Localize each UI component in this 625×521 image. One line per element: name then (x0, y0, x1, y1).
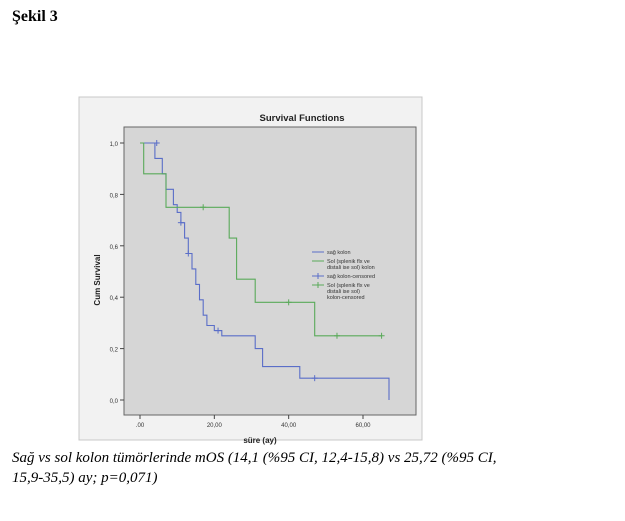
y-axis-label: Cum Survival (93, 254, 102, 305)
survival-chart: Survival Functions Cum Survival süre (ay… (78, 96, 423, 445)
chart-legend: sağ kolon Sol (splenik flx ve distali ise … (312, 250, 375, 301)
x-tick-label: 20,00 (207, 423, 223, 429)
x-tick-label: 60,00 (355, 423, 371, 429)
y-tick-label: 1,0 (110, 142, 119, 148)
y-tick-label: 0,6 (110, 245, 119, 251)
y-tick-label: 0,0 (110, 399, 119, 405)
x-tick-label: .00 (136, 423, 145, 429)
x-tick-label: 40,00 (281, 423, 297, 429)
survival-line-0 (140, 142, 390, 400)
plot-area (123, 126, 417, 416)
y-tick-label: 0,2 (110, 348, 119, 354)
figure-caption: Sağ vs sol kolon tümörlerinde mOS (14,1 … (12, 448, 612, 488)
legend-label: sağ kolon (327, 250, 351, 256)
legend-label: Sol (splenik flx ve distali ise sol) kolon… (327, 283, 370, 301)
x-axis-label: süre (ay) (243, 436, 277, 445)
caption-line-1: Sağ vs sol kolon tümörlerinde mOS (14,1 … (12, 450, 497, 466)
chart-title: Survival Functions (260, 113, 345, 124)
y-tick-label: 0,8 (110, 193, 119, 199)
legend-label: Sol (splenik flx ve distali ise sol) kolo… (327, 259, 375, 271)
y-tick-label: 0,4 (110, 296, 119, 302)
caption-line-2: 15,9-35,5) ay; p=0,071) (12, 470, 158, 486)
survival-line-1 (140, 142, 382, 337)
legend-label: sağ kolon-censored (327, 274, 375, 280)
figure-heading: Şekil 3 (12, 8, 58, 25)
